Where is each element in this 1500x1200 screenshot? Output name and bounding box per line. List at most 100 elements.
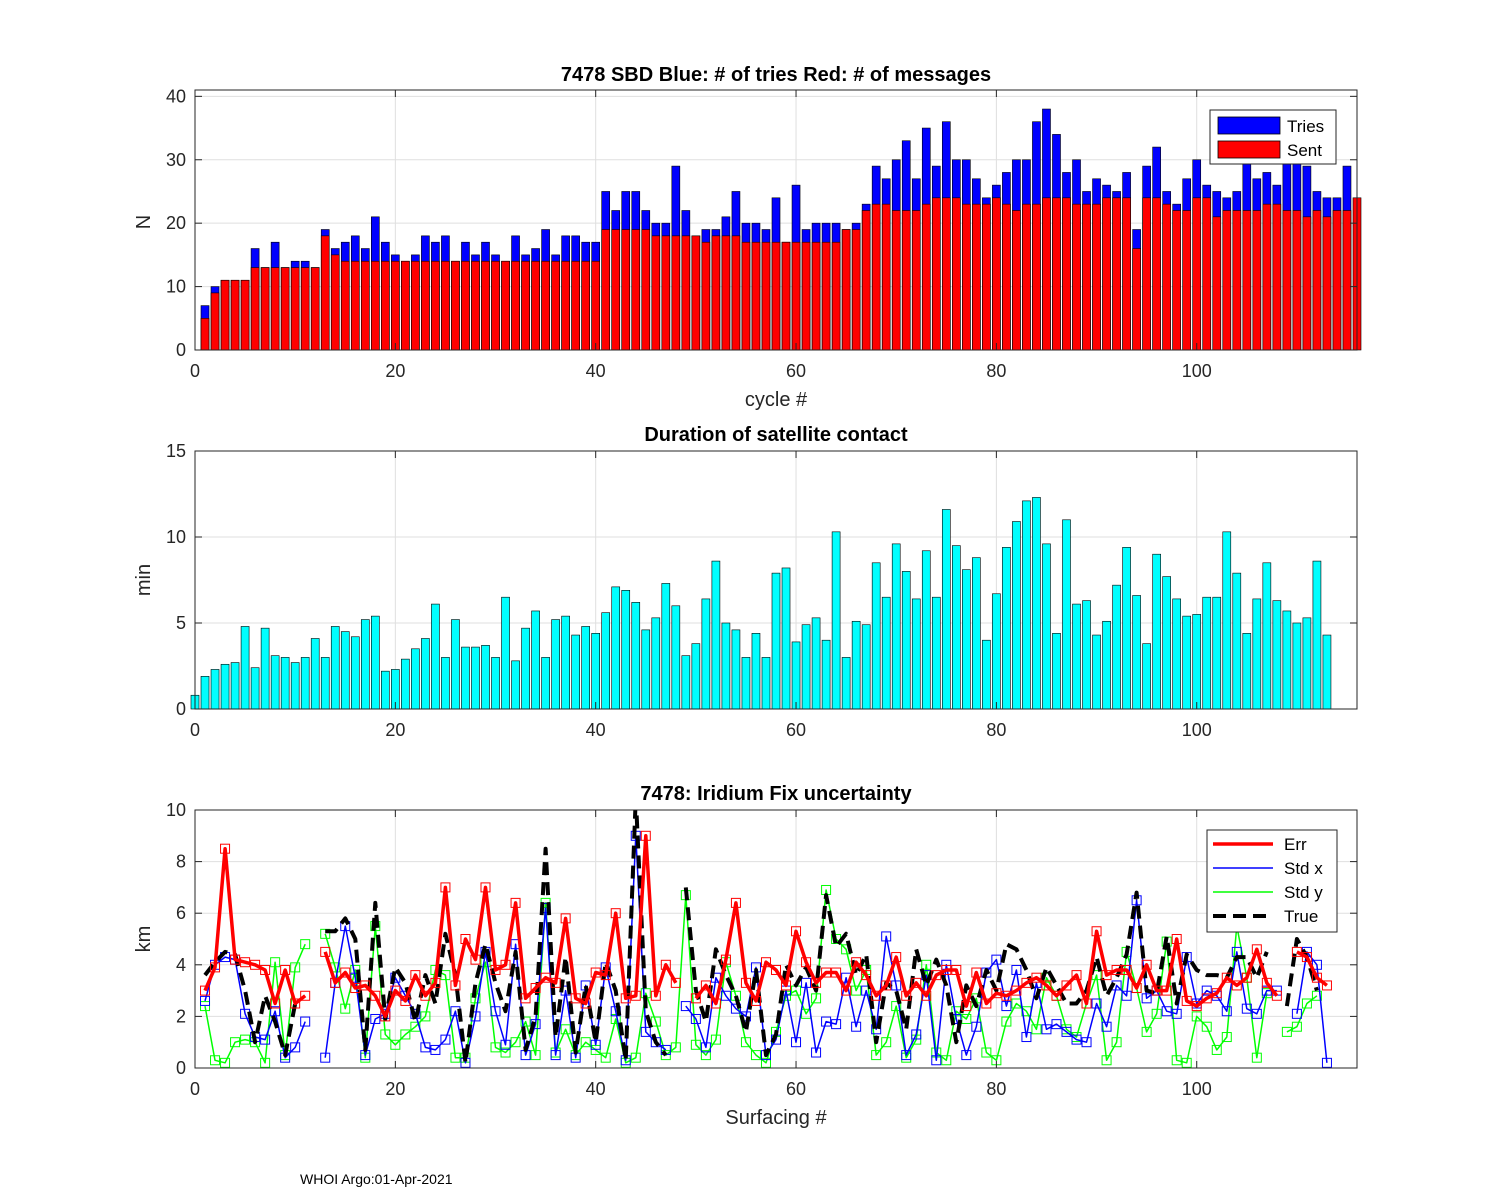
bar-duration bbox=[381, 670, 390, 710]
bar-duration bbox=[1132, 595, 1141, 710]
bar-duration bbox=[972, 557, 981, 710]
bar-duration bbox=[701, 598, 711, 710]
bar-sent bbox=[751, 241, 761, 351]
bar-duration bbox=[591, 633, 600, 710]
bar-duration bbox=[481, 645, 490, 710]
bar-duration bbox=[551, 619, 560, 710]
bar-duration bbox=[891, 543, 901, 710]
marker-stdy bbox=[1211, 1044, 1222, 1055]
legend: Err Std x Std y True bbox=[1206, 829, 1338, 933]
marker-err bbox=[560, 913, 571, 924]
marker-stdy bbox=[1181, 1057, 1192, 1068]
marker-stdx bbox=[320, 1052, 331, 1063]
marker-err bbox=[300, 990, 311, 1001]
marker-err bbox=[620, 993, 631, 1004]
bar-duration bbox=[931, 596, 941, 710]
bar-sent bbox=[240, 279, 250, 351]
marker-err bbox=[510, 897, 521, 908]
marker-err bbox=[460, 934, 471, 944]
marker-stdx bbox=[1071, 1034, 1082, 1045]
marker-err bbox=[871, 990, 882, 1001]
bar-sent bbox=[1132, 248, 1141, 351]
marker-stdy bbox=[420, 1011, 431, 1022]
bar-duration bbox=[210, 669, 220, 710]
bar-duration bbox=[230, 662, 240, 710]
bar-duration bbox=[581, 626, 590, 710]
bar-sent bbox=[1302, 216, 1312, 351]
marker-err bbox=[1211, 988, 1222, 999]
bar-duration bbox=[300, 657, 310, 710]
bar-sent bbox=[391, 260, 400, 351]
chart-title: Duration of satellite contact bbox=[644, 424, 908, 446]
marker-stdx bbox=[530, 1019, 541, 1030]
marker-err bbox=[1241, 972, 1252, 983]
marker-stdx bbox=[590, 1039, 601, 1050]
marker-stdy bbox=[700, 1050, 711, 1061]
bar-sent bbox=[1212, 216, 1222, 351]
marker-err bbox=[1231, 980, 1242, 991]
bar-duration bbox=[310, 638, 320, 710]
bar-duration bbox=[721, 622, 731, 710]
marker-stdy bbox=[290, 962, 301, 973]
bar-sent bbox=[451, 260, 460, 351]
marker-stdx bbox=[680, 1001, 691, 1012]
marker-err bbox=[500, 959, 511, 970]
marker-err bbox=[320, 946, 331, 957]
marker-err bbox=[740, 977, 751, 988]
bar-duration bbox=[1102, 620, 1111, 710]
bar-duration bbox=[561, 615, 570, 710]
marker-stdx bbox=[1001, 1001, 1012, 1012]
marker-err bbox=[1171, 934, 1182, 944]
bar-sent bbox=[1032, 203, 1041, 351]
bar-sent bbox=[1172, 210, 1181, 351]
marker-stdy bbox=[1281, 1026, 1292, 1037]
marker-err bbox=[220, 843, 231, 854]
marker-stdx bbox=[1241, 1003, 1252, 1014]
bar-sent bbox=[1232, 210, 1242, 351]
bar-sent bbox=[851, 229, 861, 351]
y-tick-label: 30 bbox=[166, 150, 186, 170]
marker-err bbox=[360, 980, 371, 991]
y-tick-label: 10 bbox=[166, 527, 186, 547]
marker-stdx bbox=[1161, 1006, 1172, 1017]
bar-duration bbox=[1122, 547, 1131, 710]
marker-stdy bbox=[530, 1050, 541, 1061]
marker-stdy bbox=[740, 1037, 751, 1048]
marker-stdy bbox=[1311, 990, 1322, 1001]
bar-duration bbox=[1052, 633, 1061, 710]
marker-stdy bbox=[1001, 1016, 1012, 1027]
bar-sent bbox=[431, 260, 440, 351]
bar-sent bbox=[501, 260, 510, 351]
marker-stdx bbox=[270, 1006, 281, 1017]
bar-sent bbox=[1042, 197, 1051, 351]
marker-err bbox=[250, 959, 261, 970]
axes-frame bbox=[194, 809, 1358, 1069]
marker-stdy bbox=[1101, 1055, 1112, 1066]
bar-sent bbox=[1252, 210, 1262, 351]
y-tick-label: 5 bbox=[176, 613, 186, 633]
marker-stdx bbox=[640, 1026, 651, 1037]
marker-err bbox=[390, 985, 401, 996]
marker-stdy bbox=[580, 1037, 591, 1048]
marker-err bbox=[580, 998, 591, 1009]
x-tick-label: 80 bbox=[986, 361, 1006, 381]
marker-stdy bbox=[230, 1037, 241, 1048]
bar-sent bbox=[511, 260, 520, 351]
marker-err bbox=[530, 983, 541, 994]
bar-sent bbox=[1062, 197, 1071, 351]
marker-err bbox=[1031, 972, 1042, 983]
chart-title: 7478: Iridium Fix uncertainty bbox=[640, 783, 912, 805]
bar-duration bbox=[1042, 543, 1051, 710]
marker-err bbox=[290, 998, 301, 1009]
bar-sent bbox=[1092, 203, 1101, 351]
marker-err bbox=[921, 990, 932, 1001]
bar-sent bbox=[1022, 203, 1031, 351]
bar-duration bbox=[290, 662, 300, 710]
bar-duration bbox=[340, 631, 350, 710]
bar-sent bbox=[1082, 203, 1091, 351]
marker-stdx bbox=[1291, 1008, 1302, 1019]
marker-err bbox=[851, 957, 862, 968]
y-axis-label: min bbox=[133, 564, 155, 596]
marker-stdy bbox=[811, 993, 822, 1004]
bar-duration bbox=[1152, 553, 1161, 710]
